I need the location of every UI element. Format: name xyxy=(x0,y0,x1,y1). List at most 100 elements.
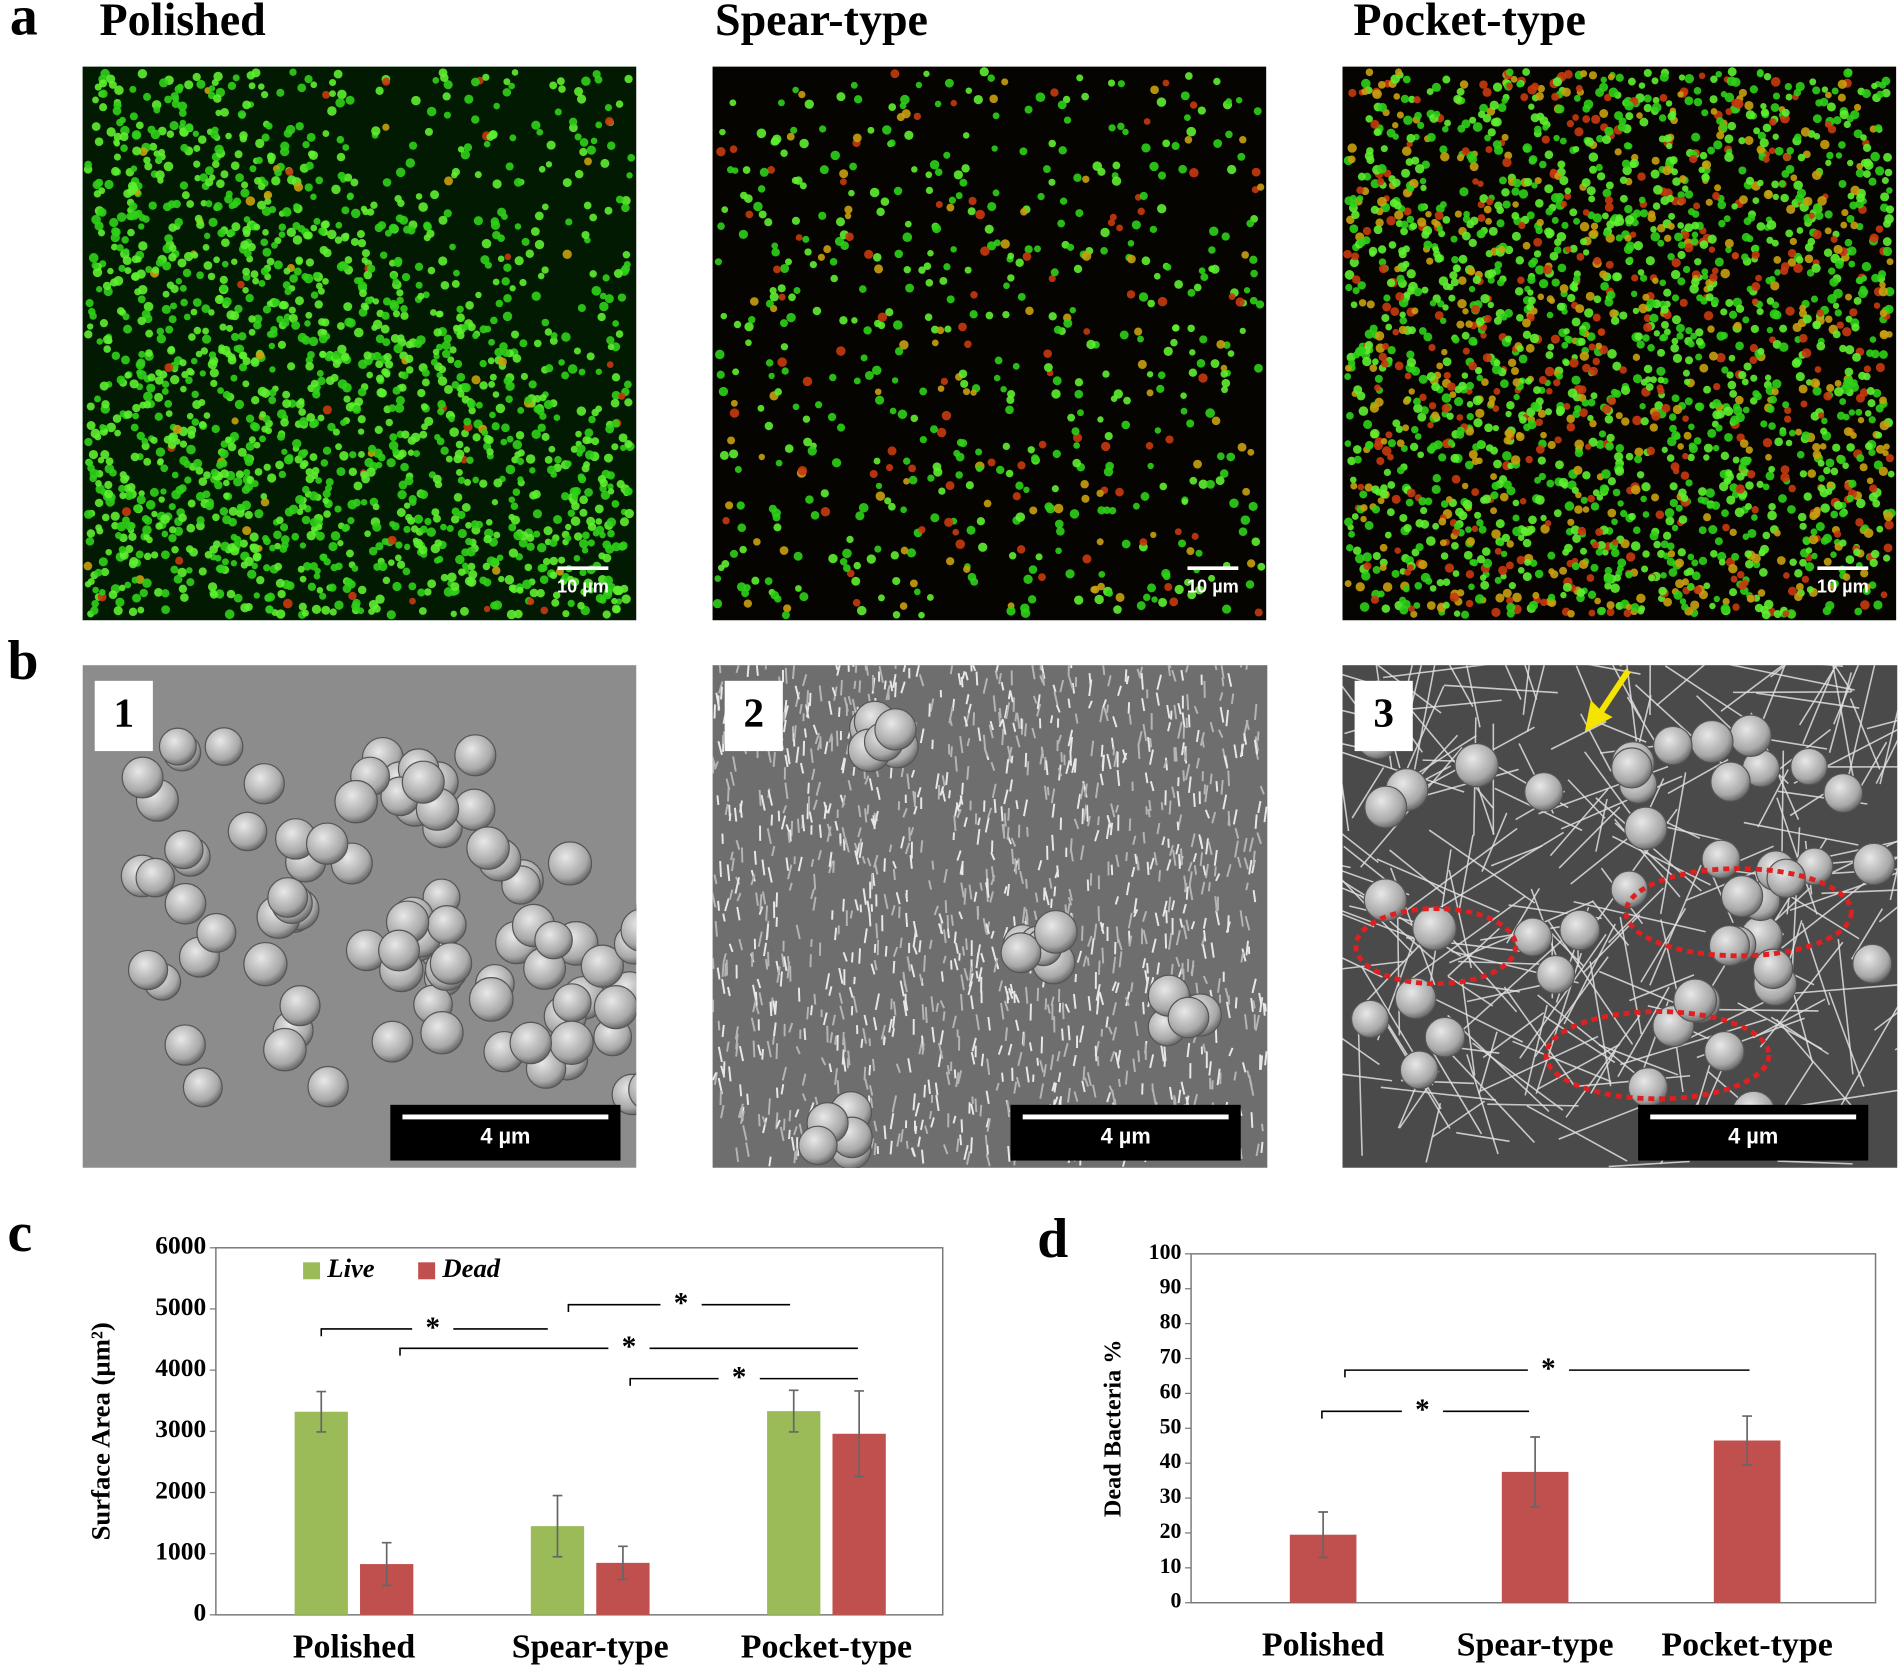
cell-dot xyxy=(1875,444,1885,454)
cell-dot xyxy=(1589,229,1599,239)
cell-dot xyxy=(915,81,923,89)
cell-dot xyxy=(1795,256,1804,264)
cell-dot xyxy=(962,132,970,139)
cell-dot xyxy=(1718,558,1726,566)
cell-dot xyxy=(1388,241,1397,249)
cell-dot xyxy=(1858,288,1868,299)
cell-dot xyxy=(118,264,126,273)
cell-dot xyxy=(1611,518,1618,526)
cell-dot xyxy=(109,217,119,228)
cell-dot xyxy=(458,568,466,576)
cell-dot xyxy=(1097,506,1106,515)
cell-dot xyxy=(1847,246,1857,256)
cell-dot xyxy=(1227,350,1235,357)
cell-dot xyxy=(1053,503,1064,514)
cell-dot xyxy=(301,335,311,345)
bacterium xyxy=(182,1067,223,1108)
cell-dot xyxy=(1490,507,1498,515)
cell-dot xyxy=(531,429,541,439)
cell-dot xyxy=(1073,173,1082,182)
cell-dot xyxy=(1348,88,1357,98)
cell-dot xyxy=(1767,510,1777,521)
cell-dot xyxy=(1157,371,1166,379)
cell-dot xyxy=(1668,568,1678,577)
cell-dot xyxy=(301,515,311,525)
cell-dot xyxy=(1426,88,1434,96)
cell-dot xyxy=(578,368,586,376)
cell-dot xyxy=(1576,588,1586,597)
cell-dot xyxy=(510,502,519,511)
cell-dot xyxy=(315,282,323,290)
cell-dot xyxy=(536,542,547,553)
cell-dot xyxy=(143,301,154,312)
cell-dot xyxy=(955,192,963,200)
cell-dot xyxy=(1764,374,1772,381)
cell-dot xyxy=(864,249,874,259)
cell-dot xyxy=(164,363,174,373)
cell-dot xyxy=(958,369,968,379)
cell-dot xyxy=(251,562,258,570)
cell-dot xyxy=(1465,570,1475,579)
cell-dot xyxy=(1582,209,1590,216)
cell-dot xyxy=(142,578,152,588)
cell-dot xyxy=(315,477,323,484)
cell-dot xyxy=(349,451,357,459)
nanospike xyxy=(966,765,970,780)
cell-dot xyxy=(888,103,897,112)
cell-dot xyxy=(1725,298,1734,307)
cell-dot xyxy=(1511,211,1520,220)
cell-dot xyxy=(1719,123,1728,132)
cell-dot xyxy=(1431,218,1438,226)
cell-dot xyxy=(287,362,296,371)
cell-dot xyxy=(1804,242,1814,252)
cell-dot xyxy=(1632,374,1643,384)
cell-dot xyxy=(1512,526,1522,537)
cell-dot xyxy=(611,597,618,605)
cell-dot xyxy=(316,587,324,594)
cell-dot xyxy=(1117,122,1125,131)
cell-dot xyxy=(1846,115,1854,123)
cell-dot xyxy=(297,83,307,93)
bacterium xyxy=(164,1024,206,1066)
cell-dot xyxy=(1391,569,1400,578)
cell-dot xyxy=(341,524,349,533)
cell-dot xyxy=(122,256,132,266)
cell-dot xyxy=(1528,156,1537,165)
cell-dot xyxy=(392,386,401,395)
cell-dot xyxy=(461,562,469,569)
cell-dot xyxy=(1138,292,1149,302)
cell-dot xyxy=(336,467,346,477)
cell-dot xyxy=(1399,513,1408,523)
cell-dot xyxy=(220,469,229,479)
cell-dot xyxy=(1366,441,1374,449)
cell-dot xyxy=(839,557,848,566)
cell-dot xyxy=(1791,358,1801,368)
cell-dot xyxy=(130,423,139,432)
cell-dot xyxy=(263,190,273,200)
cell-dot xyxy=(92,267,103,278)
cell-dot xyxy=(1527,525,1536,534)
cell-dot xyxy=(1883,554,1891,562)
cell-dot xyxy=(1689,154,1698,164)
cell-dot xyxy=(740,191,748,200)
cell-dot xyxy=(1703,385,1712,394)
cell-dot xyxy=(135,360,145,370)
cell-dot xyxy=(1500,550,1508,558)
cell-dot xyxy=(1535,445,1545,454)
cell-dot xyxy=(506,609,517,620)
cell-dot xyxy=(1687,582,1695,591)
cell-dot xyxy=(757,404,765,412)
cell-dot xyxy=(1402,424,1410,432)
cell-dot xyxy=(1794,569,1803,578)
cell-dot xyxy=(213,94,222,103)
cell-dot xyxy=(235,173,244,183)
cell-dot xyxy=(543,526,553,536)
cell-dot xyxy=(618,542,627,551)
cell-dot xyxy=(91,261,99,270)
cell-dot xyxy=(219,275,228,284)
cell-dot xyxy=(202,243,210,251)
cell-dot xyxy=(1181,498,1189,505)
cell-dot xyxy=(306,530,316,541)
cell-dot xyxy=(719,128,726,136)
